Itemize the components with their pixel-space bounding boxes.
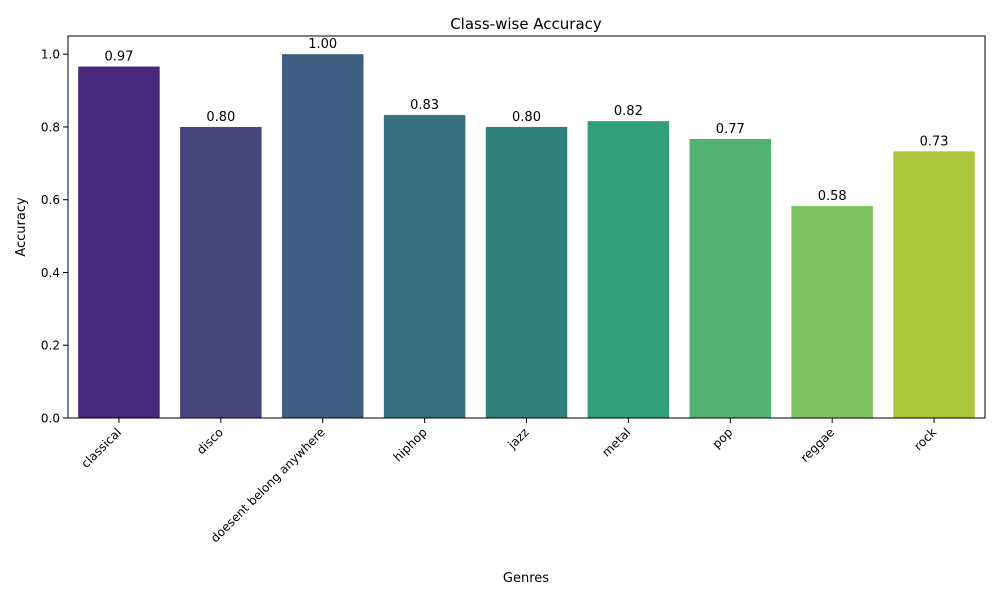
x-tick-label: pop <box>710 425 736 451</box>
bar-value-label: 0.77 <box>716 122 745 137</box>
bar-classical <box>78 66 160 418</box>
x-tick-label: classical <box>79 425 125 471</box>
bar-value-label: 0.80 <box>512 110 541 125</box>
bars-group <box>78 54 975 419</box>
y-tick-label: 0.8 <box>41 120 60 134</box>
bar-value-labels: 0.97 0.80 1.00 0.83 0.80 0.82 0.77 0.58 0.73 <box>104 37 948 204</box>
bar-disco <box>180 126 262 418</box>
x-axis-title: Genres <box>503 571 549 586</box>
bar-pop <box>689 138 772 418</box>
bar-value-label: 0.58 <box>818 189 847 204</box>
bar-value-label: 0.80 <box>206 110 235 125</box>
bar-value-label: 0.83 <box>410 98 439 113</box>
x-tick-label: disco <box>194 425 226 457</box>
y-tick-label: 0.0 <box>41 412 60 426</box>
y-tick-label: 0.4 <box>41 266 60 280</box>
x-tick-label: metal <box>599 425 633 459</box>
y-axis: 0.0 0.2 0.4 0.6 0.8 1.0 <box>41 48 68 426</box>
y-tick-label: 0.6 <box>41 193 60 207</box>
bar-value-label: 0.82 <box>614 104 643 119</box>
bar-doesent-belong-anywhere <box>281 54 364 418</box>
bar-value-label: 0.73 <box>920 134 949 149</box>
bar-metal <box>587 121 670 418</box>
x-tick-label: jazz <box>505 425 532 452</box>
plot-frame <box>67 35 986 419</box>
x-tick-label: rock <box>911 425 939 453</box>
y-tick-label: 1.0 <box>41 48 60 62</box>
bar-jazz <box>485 126 568 418</box>
y-tick-label: 0.2 <box>41 339 60 353</box>
chart-title: Class-wise Accuracy <box>450 15 602 33</box>
bar-value-label: 1.00 <box>308 37 337 52</box>
x-tick-label: doesent belong anywhere <box>208 425 328 545</box>
y-axis-title: Accuracy <box>14 197 29 257</box>
bar-hiphop <box>383 114 466 419</box>
x-tick-label: reggae <box>798 425 838 465</box>
x-tick-label: hiphop <box>391 425 430 464</box>
bar-value-label: 0.97 <box>104 50 133 65</box>
bar-reggae <box>791 205 873 418</box>
bar-rock <box>893 151 975 418</box>
